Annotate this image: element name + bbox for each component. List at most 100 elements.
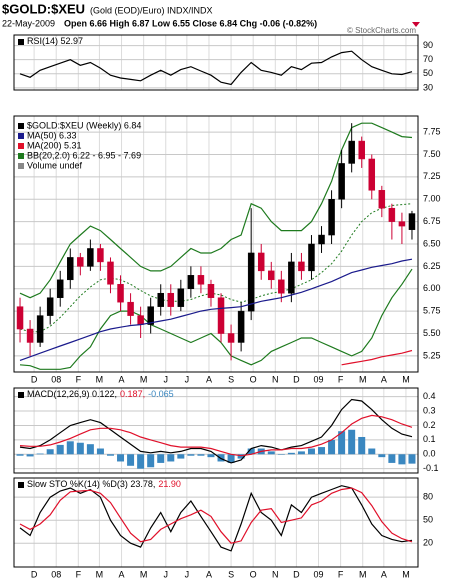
legend: MACD(12,26,9) 0.122, 0.187, -0.065 (27, 389, 174, 399)
line (19, 485, 413, 552)
candle-body (318, 234, 325, 245)
x-tick-label: A (206, 569, 212, 579)
hist-bar (287, 452, 295, 455)
legend-label: $GOLD:$XEU (Weekly) 6.84 (27, 120, 141, 130)
panel-border (13, 477, 419, 568)
x-tick-label: M (402, 374, 410, 384)
legend-swatch (18, 163, 24, 169)
candle-body (237, 310, 245, 343)
band-lower (19, 268, 413, 370)
x-tick-label: M (96, 569, 104, 579)
hist-bar (227, 454, 235, 463)
legend-swatch (18, 143, 24, 149)
y-tick-label: 0.2 (423, 420, 436, 430)
hist-bar (318, 447, 326, 455)
hist-bar (106, 454, 114, 456)
candle-body (268, 270, 275, 281)
y-tick-label: 50 (423, 515, 433, 525)
legend-label: BB(20,2.0) 6.22 - 6.95 - 7.69 (27, 150, 141, 160)
hist-bar (127, 454, 135, 466)
hist-bar (56, 444, 64, 455)
band-middle (19, 203, 413, 333)
symbol: $GOLD:$XEU (2, 1, 85, 16)
legend-label: 21.90 (158, 479, 181, 489)
panel-border (13, 387, 419, 474)
legend-label: -0.065 (148, 389, 174, 399)
hist-bar (378, 454, 386, 458)
x-tick-label: 09 (313, 374, 323, 384)
hist-bar (408, 454, 416, 464)
y-tick-label: 6.75 (423, 216, 441, 226)
candle-body (308, 243, 315, 272)
line (19, 398, 413, 464)
x-tick-label: A (119, 374, 125, 384)
x-tick-label: A (381, 569, 387, 579)
x-tick-label: 08 (51, 374, 61, 384)
line (341, 349, 413, 366)
hist-bar (297, 451, 305, 455)
x-tick-label: S (228, 374, 234, 384)
y-tick-label: 0.1 (423, 434, 436, 444)
candle-body (167, 292, 175, 307)
candle-body (16, 306, 24, 330)
x-tick-label: D (31, 374, 38, 384)
hist-bar (167, 454, 175, 462)
legend-swatch (18, 133, 24, 139)
legend-label: MACD(12,26,9) 0.122, (27, 389, 117, 399)
y-tick-label: 7.50 (423, 149, 441, 159)
panel (14, 35, 418, 90)
x-tick-label: M (359, 569, 367, 579)
y-tick-label: 30 (423, 82, 433, 92)
hist-bar (237, 454, 245, 459)
hist-bar (86, 444, 94, 455)
hist-bar (358, 436, 366, 455)
candle-body (26, 328, 34, 343)
legend-label: MA(200) 5.31 (27, 140, 82, 150)
hist-bar (338, 431, 346, 455)
hist-bar (277, 454, 285, 455)
candle-body (278, 279, 285, 294)
hist-bar (66, 441, 74, 455)
description: (Gold (EOD)/Euro) INDX/INDX (90, 5, 213, 15)
x-tick-label: M (140, 569, 148, 579)
hist-bar (157, 454, 165, 463)
hist-bar (328, 439, 336, 455)
hist-bar (368, 448, 376, 455)
y-tick-label: 80 (423, 492, 433, 502)
band-upper (19, 122, 413, 299)
x-tick-label: F (76, 569, 82, 579)
hist-bar (36, 453, 44, 455)
candle-body (368, 158, 376, 191)
hist-bar (177, 454, 185, 459)
y-tick-label: 0.3 (423, 405, 436, 415)
panel-border (13, 115, 419, 373)
candle-body (358, 140, 365, 160)
candle-body (328, 198, 335, 236)
candle-body (127, 301, 134, 316)
y-tick-label: 5.25 (423, 350, 441, 360)
candle-body (217, 297, 225, 334)
x-tick-label: M (359, 374, 367, 384)
legend-swatch (18, 482, 24, 488)
x-tick-label: O (250, 569, 257, 579)
hist-bar (187, 454, 195, 456)
candle-body (77, 257, 84, 267)
line (19, 50, 413, 86)
legend-swatch (18, 123, 24, 129)
y-tick-label: 7.25 (423, 171, 441, 181)
candle-body (107, 261, 114, 285)
hist-bar (247, 448, 255, 455)
y-tick-label: 6.00 (423, 283, 441, 293)
line (19, 414, 413, 457)
x-tick-label: J (164, 374, 169, 384)
line (19, 487, 413, 544)
hist-bar (217, 454, 225, 462)
y-tick-label: 0.0 (423, 449, 436, 459)
legend-label: Volume undef (27, 160, 83, 170)
legend-swatch (18, 153, 24, 159)
legend: RSI(14) 52.97 (27, 36, 83, 46)
y-tick-label: 7.00 (423, 194, 441, 204)
x-tick-label: J (185, 569, 190, 579)
candle-body (348, 140, 355, 164)
